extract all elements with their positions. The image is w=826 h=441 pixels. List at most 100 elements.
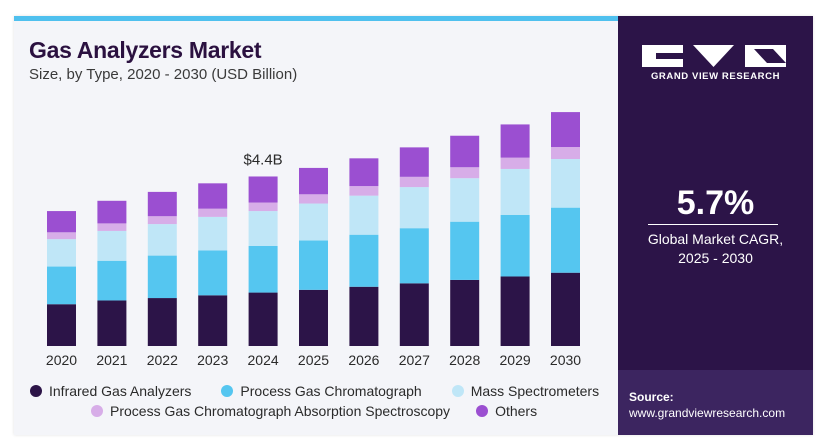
legend-swatch-mass-spectrometers bbox=[451, 385, 464, 397]
bar-2021-series-0 bbox=[97, 300, 127, 346]
bar-2030-series-1 bbox=[551, 207, 580, 273]
legend-swatch-others bbox=[476, 405, 489, 417]
legend-row-1: Infrared Gas Analyzers Process Gas Chrom… bbox=[30, 381, 615, 401]
bar-2021-series-2 bbox=[97, 230, 127, 261]
bar-2025-series-2 bbox=[299, 203, 328, 241]
bar-2028-series-0 bbox=[450, 279, 480, 346]
bar-2022-series-3 bbox=[147, 216, 177, 225]
bar-2024-series-2 bbox=[248, 211, 278, 246]
bar-2025-series-3 bbox=[299, 194, 328, 204]
source-link[interactable]: www.grandviewresearch.com bbox=[629, 406, 786, 420]
x-tick-label: 2028 bbox=[449, 352, 480, 368]
bar-2027-series-4 bbox=[399, 147, 429, 177]
legend-item-infrared: Infrared Gas Analyzers bbox=[30, 383, 191, 399]
bar-2030-series-2 bbox=[551, 159, 580, 208]
bar-2020-series-1 bbox=[47, 266, 76, 305]
chart-legend: Infrared Gas Analyzers Process Gas Chrom… bbox=[30, 381, 615, 421]
bar-2030-series-0 bbox=[551, 272, 580, 346]
legend-label-others: Others bbox=[495, 403, 538, 419]
cagr-divider bbox=[648, 224, 778, 225]
bar-2027-series-0 bbox=[399, 283, 429, 346]
stacked-bar-chart: 2020 2021 2022 2023 2024 $4.4B 2025 2026 2027 202… bbox=[46, 112, 581, 368]
bar-2026-series-4 bbox=[349, 158, 379, 187]
cagr-label: Global Market CAGR, 2025 - 2030 bbox=[618, 230, 813, 268]
legend-swatch-absorption-spectroscopy bbox=[91, 405, 103, 417]
bar-2028-series-3 bbox=[450, 167, 480, 179]
bar-2023-series-3 bbox=[198, 208, 228, 217]
cagr-value: 5.7% bbox=[676, 184, 755, 222]
source-box: Source: www.grandviewresearch.com bbox=[618, 370, 813, 435]
bar-2027-series-2 bbox=[399, 187, 429, 229]
source-title: Source: bbox=[629, 390, 674, 404]
legend-swatch-infrared bbox=[30, 385, 42, 397]
bar-2023-series-4 bbox=[198, 183, 228, 209]
bar-2025-series-4 bbox=[299, 167, 328, 195]
legend-item-process-gas-chromatograph: Process Gas Chromatograph bbox=[221, 383, 422, 399]
sidebar-panel: GRAND VIEW RESEARCH 5.7% Global Market C… bbox=[618, 16, 813, 435]
legend-item-others: Others bbox=[476, 403, 537, 419]
bar-2023-series-1 bbox=[198, 250, 228, 296]
bar-2026-series-3 bbox=[349, 186, 379, 196]
bar-2027-series-1 bbox=[399, 228, 429, 284]
legend-item-absorption-spectroscopy: Process Gas Chromatograph Absorption Spe… bbox=[91, 403, 450, 419]
bar-2020-series-2 bbox=[47, 239, 76, 267]
bar-2029-series-3 bbox=[500, 157, 530, 169]
bar-2029-series-0 bbox=[500, 276, 530, 346]
legend-label-process-gas-chromatograph: Process Gas Chromatograph bbox=[240, 383, 422, 399]
bar-2022-series-4 bbox=[147, 191, 177, 217]
bar-2022-series-1 bbox=[147, 255, 177, 299]
bar-2026-series-0 bbox=[349, 286, 379, 346]
chart-title: Gas Analyzers Market bbox=[29, 37, 262, 63]
bar-2025-series-1 bbox=[299, 240, 328, 290]
bar-2027-series-3 bbox=[399, 176, 429, 188]
bar-2020-series-4 bbox=[47, 211, 76, 233]
bar-2026-series-2 bbox=[349, 195, 379, 235]
legend-label-absorption-spectroscopy: Process Gas Chromatograph Absorption Spe… bbox=[110, 403, 451, 419]
accent-bar bbox=[14, 16, 618, 21]
bar-2024-series-0 bbox=[248, 292, 278, 346]
x-tick-label: 2025 bbox=[298, 352, 329, 368]
x-tick-label: 2022 bbox=[147, 352, 178, 368]
bar-2028-series-2 bbox=[450, 178, 480, 222]
bar-2021-series-3 bbox=[97, 223, 127, 231]
legend-item-mass-spectrometers: Mass Spectrometers bbox=[451, 383, 600, 399]
bar-2030-series-3 bbox=[551, 147, 580, 160]
x-tick-label: 2024 bbox=[248, 352, 279, 368]
bar-2028-series-4 bbox=[450, 135, 480, 168]
bar-2021-series-1 bbox=[97, 260, 127, 301]
bar-2029-series-1 bbox=[500, 214, 530, 277]
bar-2026-series-1 bbox=[349, 234, 379, 287]
legend-label-infrared: Infrared Gas Analyzers bbox=[49, 383, 192, 399]
bar-2022-series-0 bbox=[147, 298, 177, 346]
chart-subtitle: Size, by Type, 2020 - 2030 (USD Billion) bbox=[29, 66, 298, 83]
bar-2025-series-0 bbox=[299, 289, 328, 346]
bar-2020-series-0 bbox=[47, 304, 76, 346]
x-tick-label: 2023 bbox=[197, 352, 228, 368]
x-tick-label: 2030 bbox=[550, 352, 581, 368]
bar-2023-series-2 bbox=[198, 216, 228, 251]
bar-2023-series-0 bbox=[198, 295, 228, 346]
legend-swatch-process-gas-chromatograph bbox=[221, 385, 234, 397]
bar-2020-series-3 bbox=[47, 232, 76, 240]
bar-2029-series-4 bbox=[500, 124, 530, 158]
grand-view-research-logo bbox=[642, 45, 786, 67]
x-tick-label: 2027 bbox=[399, 352, 430, 368]
bar-2021-series-4 bbox=[97, 200, 127, 224]
bar-2024-series-4 bbox=[248, 176, 278, 203]
cagr-label-line-1: Global Market CAGR, bbox=[647, 231, 784, 247]
bar-2029-series-2 bbox=[500, 168, 530, 215]
data-label-2024: $4.4B bbox=[243, 151, 282, 168]
cagr-label-line-2: 2025 - 2030 bbox=[678, 250, 753, 266]
bar-2030-series-4 bbox=[551, 112, 580, 148]
legend-row-2: Process Gas Chromatograph Absorption Spe… bbox=[30, 401, 615, 421]
bar-2022-series-2 bbox=[147, 224, 177, 256]
x-tick-label: 2020 bbox=[46, 352, 77, 368]
bar-2028-series-1 bbox=[450, 221, 480, 280]
x-tick-label: 2026 bbox=[348, 352, 379, 368]
bar-2024-series-3 bbox=[248, 202, 278, 212]
legend-label-mass-spectrometers: Mass Spectrometers bbox=[470, 383, 600, 399]
x-tick-label: 2029 bbox=[500, 352, 531, 368]
x-tick-label: 2021 bbox=[96, 352, 127, 368]
bar-2024-series-1 bbox=[248, 246, 278, 293]
brand-name: GRAND VIEW RESEARCH bbox=[650, 71, 781, 82]
